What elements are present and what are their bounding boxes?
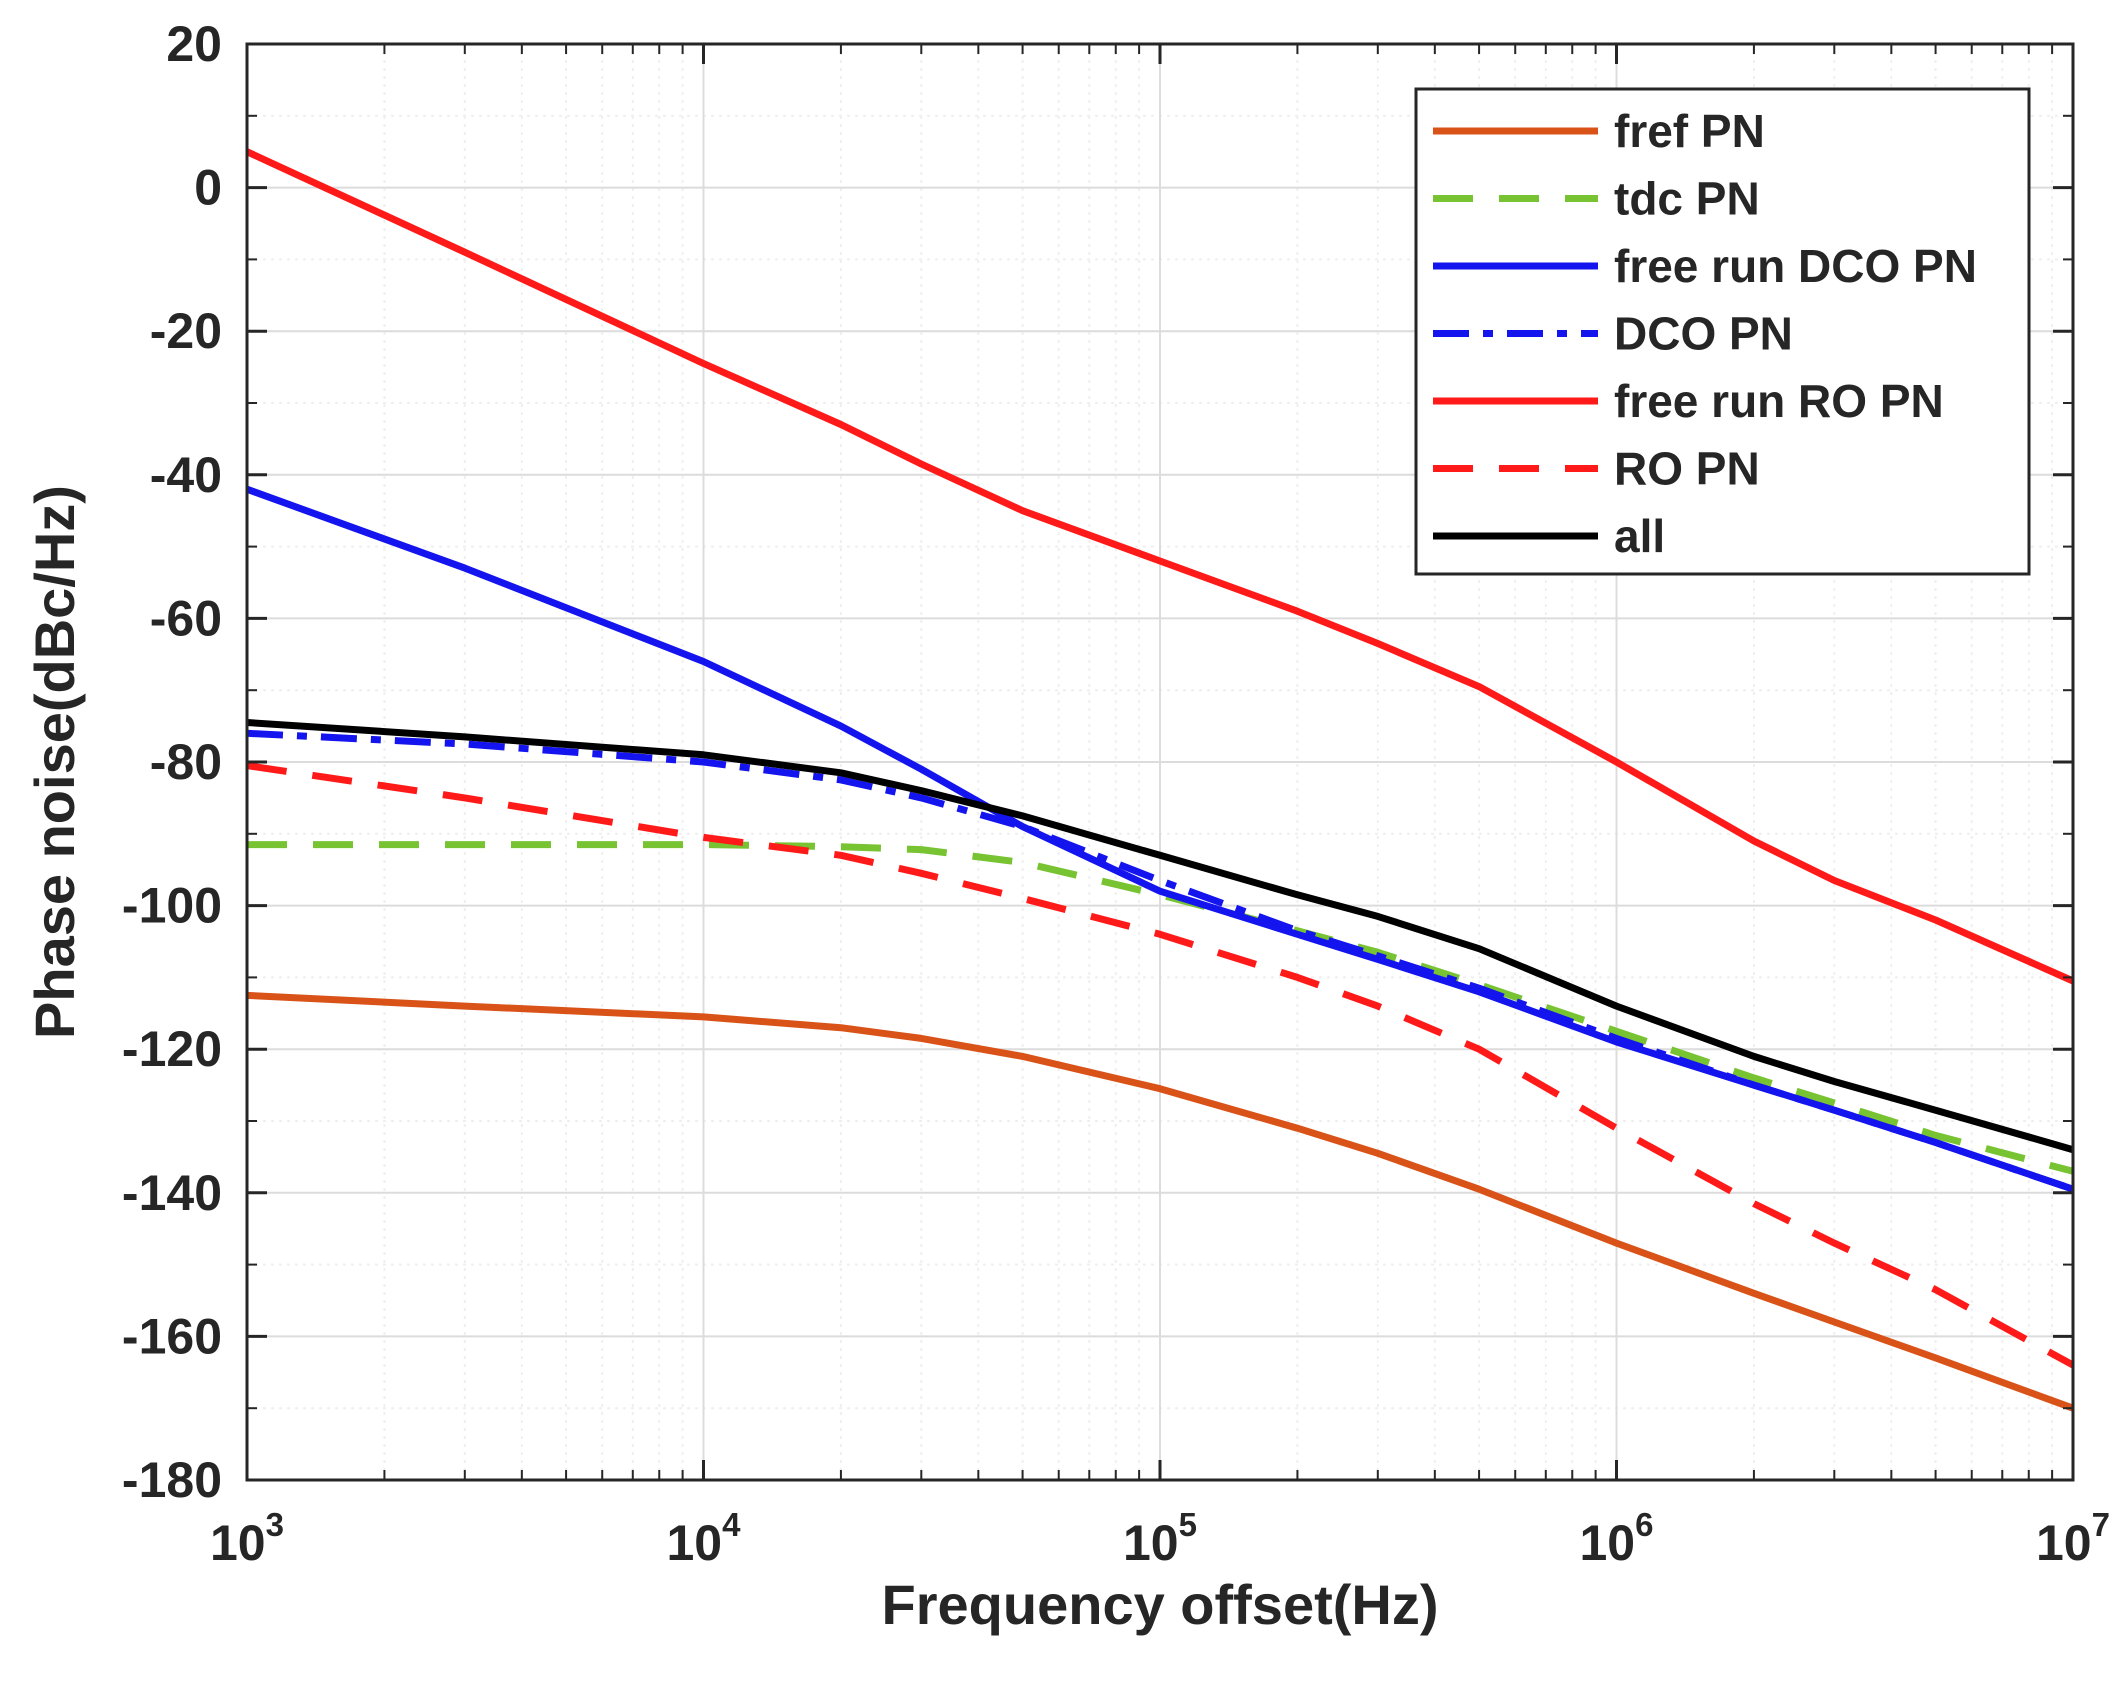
series-layer <box>245 148 2075 1412</box>
y-tick-label: -120 <box>122 1021 222 1077</box>
y-tick-label: -100 <box>122 878 222 934</box>
x-axis-title: Frequency offset(Hz) <box>882 1573 1439 1636</box>
x-tick-label: 106 <box>1580 1506 1654 1571</box>
series-line-dco-pn <box>246 729 2075 1193</box>
series-line-all <box>246 719 2074 1154</box>
legend: fref PN tdc PN free run DCO PN DCO PN free r… <box>1414 87 2031 576</box>
x-tick-labels: 103 104 105 106 107 <box>210 1506 2110 1571</box>
y-tick-label: -80 <box>150 734 222 790</box>
y-tick-label: 0 <box>194 160 222 216</box>
y-tick-label: -20 <box>150 303 222 359</box>
series-line-ro-pn <box>246 762 2075 1369</box>
x-tick-label: 104 <box>667 1506 742 1571</box>
series-line-fref-pn <box>246 991 2075 1412</box>
y-tick-label: -60 <box>150 590 222 646</box>
legend-label: free run RO PN <box>1614 375 1944 427</box>
y-tick-label: -40 <box>150 447 222 503</box>
legend-label: DCO PN <box>1614 308 1793 360</box>
legend-label: all <box>1614 510 1665 562</box>
legend-label: free run DCO PN <box>1614 240 1977 292</box>
y-axis-title: Phase noise(dBc/Hz) <box>23 485 86 1039</box>
series-line-free-run-ro-pn <box>245 148 2075 985</box>
y-tick-label: 20 <box>166 16 222 72</box>
y-tick-label: -140 <box>122 1165 222 1221</box>
y-tick-label: -160 <box>122 1308 222 1364</box>
y-tick-labels: 20 0 -20 -40 -60 -80 -100 -120 -140 -160 -180 <box>122 16 222 1508</box>
x-tick-label: 105 <box>1123 1506 1197 1571</box>
y-tick-label: -180 <box>122 1452 222 1508</box>
legend-label: RO PN <box>1614 443 1760 495</box>
series-line-free-run-dco-pn <box>245 485 2075 1193</box>
legend-label: tdc PN <box>1614 173 1760 225</box>
x-tick-label: 103 <box>210 1506 284 1571</box>
x-tick-label: 107 <box>2036 1506 2110 1571</box>
axis-ticks <box>245 42 2075 1482</box>
legend-label: fref PN <box>1614 105 1765 157</box>
